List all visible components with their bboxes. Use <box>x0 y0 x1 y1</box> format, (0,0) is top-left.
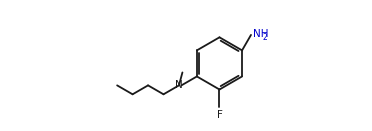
Text: N: N <box>175 80 183 90</box>
Text: F: F <box>217 110 222 120</box>
Text: 2: 2 <box>262 33 267 42</box>
Text: NH: NH <box>253 29 268 39</box>
